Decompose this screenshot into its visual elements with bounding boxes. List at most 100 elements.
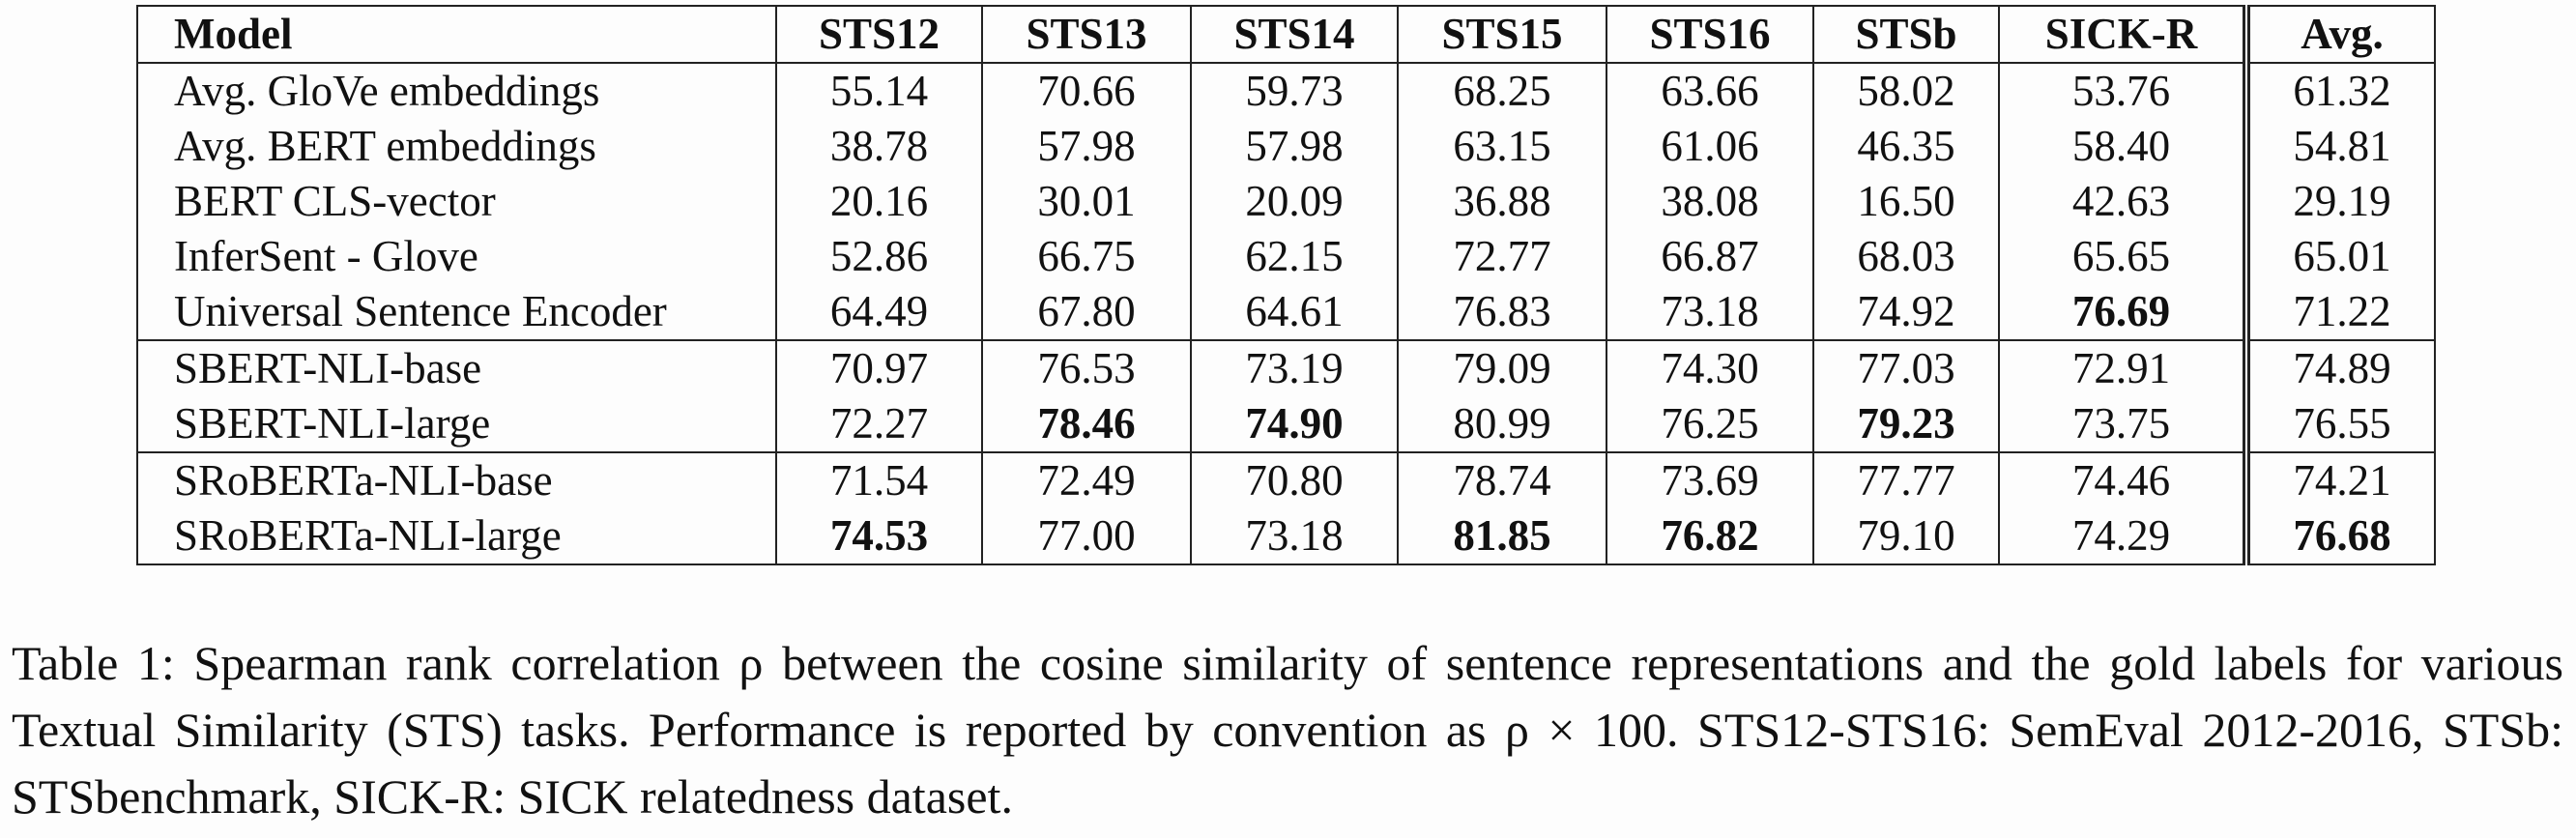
- table-row: Avg. GloVe embeddings 55.14 70.66 59.73 68.2…: [136, 63, 2435, 119]
- score-cell: 58.02: [1812, 63, 1999, 119]
- score-cell: 71.22: [2243, 284, 2435, 340]
- results-table: Model STS12 STS13 STS14 STS15 STS16 STSb SICK-R…: [136, 5, 2436, 565]
- score-cell: 61.32: [2243, 63, 2435, 119]
- score-cell: 38.78: [775, 119, 982, 174]
- score-cell: 77.00: [981, 508, 1191, 564]
- model-name: SBERT-NLI-base: [136, 339, 776, 396]
- score-cell: 68.25: [1397, 63, 1606, 119]
- column-header: STS15: [1397, 6, 1606, 64]
- column-header: Model: [136, 6, 776, 64]
- table-row: SBERT-NLI-large 72.27 78.46 74.90 80.99 76.25…: [136, 396, 2435, 452]
- model-name: Avg. BERT embeddings: [136, 119, 776, 174]
- score-cell: 57.98: [981, 119, 1191, 174]
- score-cell: 72.91: [1998, 339, 2246, 396]
- score-cell: 67.80: [981, 284, 1191, 340]
- score-cell: 65.65: [1998, 229, 2246, 284]
- table-row: InferSent - Glove 52.86 66.75 62.15 72.77 66.…: [136, 229, 2435, 284]
- score-cell: 74.90: [1190, 396, 1398, 452]
- score-cell: 74.21: [2243, 451, 2435, 508]
- score-cell: 38.08: [1606, 174, 1813, 229]
- score-cell: 73.75: [1998, 396, 2246, 452]
- score-cell: 76.69: [1998, 284, 2246, 340]
- score-cell: 57.98: [1190, 119, 1398, 174]
- score-cell: 73.18: [1190, 508, 1398, 564]
- score-cell: 74.92: [1812, 284, 1999, 340]
- score-cell: 78.74: [1397, 451, 1606, 508]
- table-caption: Table 1: Spearman rank correlation ρ bet…: [12, 636, 2563, 824]
- model-name: BERT CLS-vector: [136, 174, 776, 229]
- score-cell: 79.10: [1812, 508, 1999, 564]
- score-cell: 77.03: [1812, 339, 1999, 396]
- score-cell: 53.76: [1998, 63, 2246, 119]
- table-row: SBERT-NLI-base 70.97 76.53 73.19 79.09 74.30 7…: [136, 339, 2435, 396]
- score-cell: 63.15: [1397, 119, 1606, 174]
- header-row: Model STS12 STS13 STS14 STS15 STS16 STSb SICK-R…: [136, 6, 2435, 64]
- score-cell: 79.23: [1812, 396, 1999, 452]
- score-cell: 77.77: [1812, 451, 1999, 508]
- score-cell: 76.68: [2243, 508, 2435, 564]
- score-cell: 66.75: [981, 229, 1191, 284]
- column-header: STSb: [1812, 6, 1999, 64]
- table-row: Universal Sentence Encoder 64.49 67.80 64.6…: [136, 284, 2435, 340]
- score-cell: 73.19: [1190, 339, 1398, 396]
- score-cell: 59.73: [1190, 63, 1398, 119]
- score-cell: 42.63: [1998, 174, 2246, 229]
- score-cell: 74.30: [1606, 339, 1813, 396]
- score-cell: 76.55: [2243, 396, 2435, 452]
- model-name: SRoBERTa-NLI-base: [136, 451, 776, 508]
- score-cell: 66.87: [1606, 229, 1813, 284]
- score-cell: 68.03: [1812, 229, 1999, 284]
- score-cell: 73.18: [1606, 284, 1813, 340]
- score-cell: 20.16: [775, 174, 982, 229]
- table-row: BERT CLS-vector 20.16 30.01 20.09 36.88 38.08…: [136, 174, 2435, 229]
- column-header: STS12: [775, 6, 982, 64]
- score-cell: 74.46: [1998, 451, 2246, 508]
- column-header: Avg.: [2243, 6, 2435, 64]
- score-cell: 73.69: [1606, 451, 1813, 508]
- table-row: Avg. BERT embeddings 38.78 57.98 57.98 63.15…: [136, 119, 2435, 174]
- score-cell: 70.97: [775, 339, 982, 396]
- column-header: STS13: [981, 6, 1191, 64]
- table-row: SRoBERTa-NLI-base 71.54 72.49 70.80 78.74 73.…: [136, 451, 2435, 508]
- score-cell: 55.14: [775, 63, 982, 119]
- score-cell: 76.53: [981, 339, 1191, 396]
- score-cell: 36.88: [1397, 174, 1606, 229]
- score-cell: 16.50: [1812, 174, 1999, 229]
- score-cell: 78.46: [981, 396, 1191, 452]
- model-name: SBERT-NLI-large: [136, 396, 776, 452]
- model-name: Avg. GloVe embeddings: [136, 63, 776, 119]
- score-cell: 46.35: [1812, 119, 1999, 174]
- score-cell: 54.81: [2243, 119, 2435, 174]
- score-cell: 81.85: [1397, 508, 1606, 564]
- table-row: SRoBERTa-NLI-large 74.53 77.00 73.18 81.85 76…: [136, 508, 2435, 564]
- score-cell: 76.25: [1606, 396, 1813, 452]
- score-cell: 30.01: [981, 174, 1191, 229]
- score-cell: 63.66: [1606, 63, 1813, 119]
- model-name: Universal Sentence Encoder: [136, 284, 776, 340]
- score-cell: 76.82: [1606, 508, 1813, 564]
- score-cell: 52.86: [775, 229, 982, 284]
- score-cell: 71.54: [775, 451, 982, 508]
- column-header: SICK-R: [1998, 6, 2246, 64]
- score-cell: 65.01: [2243, 229, 2435, 284]
- column-header: STS16: [1606, 6, 1813, 64]
- score-cell: 70.80: [1190, 451, 1398, 508]
- score-cell: 64.61: [1190, 284, 1398, 340]
- score-cell: 76.83: [1397, 284, 1606, 340]
- column-header: STS14: [1190, 6, 1398, 64]
- score-cell: 64.49: [775, 284, 982, 340]
- score-cell: 74.89: [2243, 339, 2435, 396]
- score-cell: 70.66: [981, 63, 1191, 119]
- model-name: SRoBERTa-NLI-large: [136, 508, 776, 564]
- score-cell: 74.29: [1998, 508, 2246, 564]
- score-cell: 80.99: [1397, 396, 1606, 452]
- score-cell: 58.40: [1998, 119, 2246, 174]
- score-cell: 72.49: [981, 451, 1191, 508]
- model-name: InferSent - Glove: [136, 229, 776, 284]
- score-cell: 74.53: [775, 508, 982, 564]
- score-cell: 29.19: [2243, 174, 2435, 229]
- score-cell: 62.15: [1190, 229, 1398, 284]
- score-cell: 79.09: [1397, 339, 1606, 396]
- score-cell: 72.77: [1397, 229, 1606, 284]
